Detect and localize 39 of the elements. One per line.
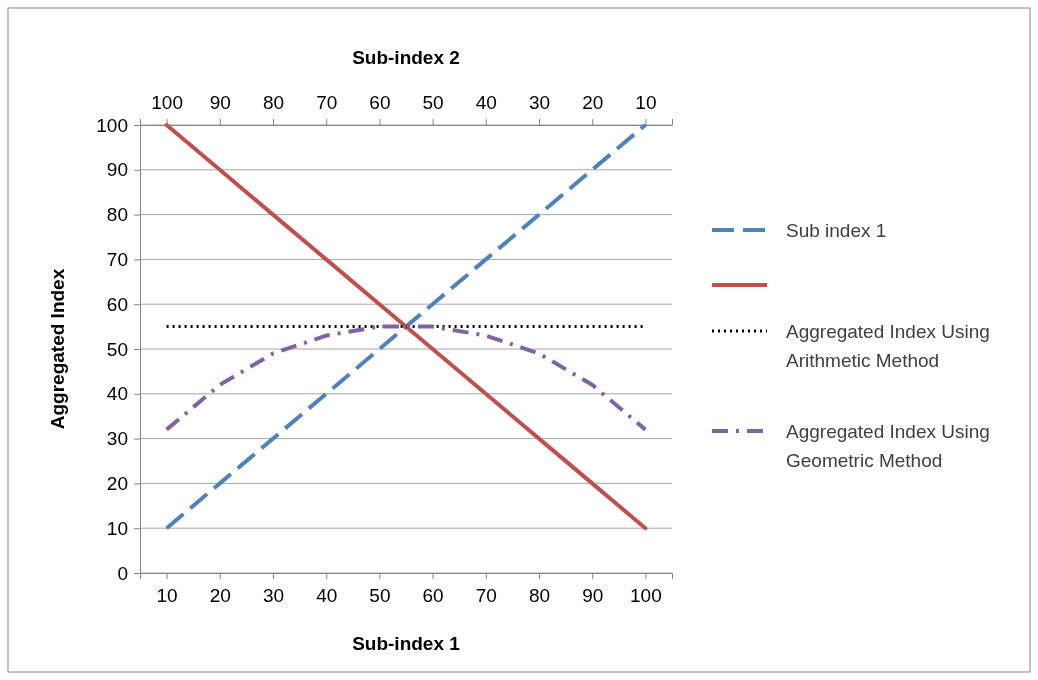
x2-tick-label: 10 [635,92,657,113]
x-tick-label: 90 [582,585,604,607]
line-series [164,123,648,531]
x2-tick-label: 90 [209,92,231,113]
x2-tick-label: 40 [475,92,497,113]
y-tick-label: 90 [106,159,128,181]
y-tick-label: 20 [106,472,128,494]
legend-label: Aggregated Index Using Arithmetic Method [786,321,990,371]
y-tick-label: 60 [106,293,128,315]
x-tick-label: 100 [630,585,662,607]
x-tick-label: 20 [209,585,231,607]
x-tick-label: 80 [528,585,551,607]
y-tick-label: 50 [106,338,128,360]
x2-tick-label: 20 [582,92,604,113]
y-tick-label: 70 [106,248,128,270]
x2-tick-label: 70 [316,92,338,113]
x-tick-label: 50 [369,585,391,607]
y-tick-label: 30 [106,428,128,450]
line-series [164,324,648,432]
x2-axis-title: Sub-index 2 [352,47,460,68]
legend-label: Sub index 1 [786,220,887,241]
x2-tick-label: 50 [422,92,444,113]
x-tick-label: 70 [475,585,497,607]
y-tick-label: 100 [96,114,128,136]
x2-tick-label: 80 [262,92,285,113]
y-tick-label: 80 [106,204,128,226]
y-tick-label: 40 [106,383,128,405]
x-axis-title: Sub-index 1 [352,633,461,654]
x2-tick-label: 30 [528,92,551,113]
x2-tick-label: 100 [151,92,183,113]
x-tick-label: 40 [316,585,338,607]
y-tick-label: 10 [106,517,128,539]
x-tick-label: 10 [156,585,178,607]
legend-label: Aggregated Index Using Geometric Method [786,421,990,471]
x2-tick-label: 60 [369,92,391,113]
x-tick-label: 30 [262,585,285,607]
x-tick-label: 60 [422,585,444,607]
y-tick-label: 0 [117,562,128,584]
y-axis-title: Aggregated Index [47,268,68,430]
